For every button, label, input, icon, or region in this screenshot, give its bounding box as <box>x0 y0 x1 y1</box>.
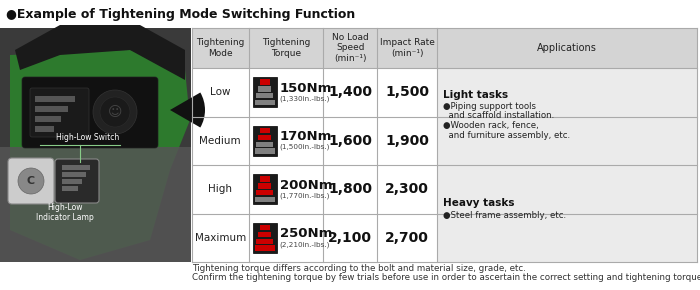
Bar <box>258 183 271 188</box>
Text: 1,400: 1,400 <box>328 85 372 99</box>
Bar <box>323 68 377 117</box>
Bar <box>248 117 323 165</box>
Bar <box>192 68 248 117</box>
FancyBboxPatch shape <box>22 77 158 148</box>
Bar <box>35 96 75 102</box>
Bar <box>377 68 437 117</box>
Text: Heavy tasks: Heavy tasks <box>443 198 514 209</box>
Text: Maximum: Maximum <box>195 233 246 243</box>
Text: Tightening
Torque: Tightening Torque <box>262 38 310 58</box>
Bar <box>256 238 273 244</box>
Text: High-Low
Indicator Lamp: High-Low Indicator Lamp <box>36 203 94 222</box>
Bar <box>260 225 270 230</box>
Bar <box>0 147 191 262</box>
Bar <box>323 213 377 262</box>
Text: 1,900: 1,900 <box>385 134 429 148</box>
Text: Impact Rate
(min⁻¹): Impact Rate (min⁻¹) <box>379 38 435 58</box>
FancyBboxPatch shape <box>30 88 89 137</box>
Text: ●Piping support tools: ●Piping support tools <box>443 102 536 111</box>
Wedge shape <box>100 97 130 127</box>
Bar <box>192 28 697 68</box>
Text: 2,300: 2,300 <box>385 182 429 196</box>
Bar <box>377 117 437 165</box>
Polygon shape <box>15 25 185 80</box>
Bar <box>260 176 270 182</box>
Bar <box>253 223 276 253</box>
Text: Tightening torque differs according to the bolt and material size, grade, etc.: Tightening torque differs according to t… <box>192 264 526 273</box>
Bar <box>260 128 270 133</box>
Bar <box>248 68 323 117</box>
Text: Applications: Applications <box>537 43 597 53</box>
Bar <box>377 165 437 213</box>
Text: 170Nm: 170Nm <box>279 130 332 143</box>
Text: (1,330in.-lbs.): (1,330in.-lbs.) <box>279 95 330 102</box>
Text: ☺: ☺ <box>108 105 122 119</box>
Bar <box>248 165 323 213</box>
Bar <box>35 126 54 132</box>
Bar <box>258 86 271 92</box>
Text: High: High <box>209 184 232 194</box>
Text: 200Nm: 200Nm <box>279 179 332 192</box>
Text: Tightening
Mode: Tightening Mode <box>196 38 244 58</box>
Text: ●Wooden rack, fence,: ●Wooden rack, fence, <box>443 121 539 130</box>
Bar <box>437 68 697 262</box>
Text: and scaffold installation.: and scaffold installation. <box>443 111 554 121</box>
Text: Low: Low <box>210 87 230 97</box>
Text: ●Steel frame assembly, etc.: ●Steel frame assembly, etc. <box>443 211 566 220</box>
Bar <box>255 100 274 105</box>
Bar <box>192 165 248 213</box>
Text: Medium: Medium <box>199 136 241 146</box>
Text: 1,800: 1,800 <box>328 182 372 196</box>
Polygon shape <box>10 50 190 260</box>
FancyBboxPatch shape <box>55 159 99 203</box>
Wedge shape <box>93 90 137 134</box>
Bar <box>35 106 68 112</box>
Text: 150Nm: 150Nm <box>279 82 332 95</box>
Text: 250Nm: 250Nm <box>279 227 332 240</box>
Bar <box>253 77 276 107</box>
Text: 2,100: 2,100 <box>328 231 372 245</box>
Text: Light tasks: Light tasks <box>443 90 508 99</box>
Text: 1,500: 1,500 <box>385 85 429 99</box>
Bar <box>377 213 437 262</box>
Bar <box>253 174 276 204</box>
Bar <box>62 186 78 191</box>
Bar <box>35 116 61 122</box>
Bar <box>323 165 377 213</box>
Bar <box>255 197 274 202</box>
Bar <box>0 28 191 262</box>
Text: Confirm the tightening torque by few trials before use in order to ascertain the: Confirm the tightening torque by few tri… <box>192 273 700 282</box>
Bar <box>62 179 82 184</box>
Bar <box>258 135 271 140</box>
Bar <box>248 213 323 262</box>
Bar <box>258 232 271 237</box>
Bar <box>260 79 270 85</box>
Bar <box>255 245 274 251</box>
Text: (1,770in.-lbs.): (1,770in.-lbs.) <box>279 193 330 199</box>
Text: No Load
Speed
(min⁻¹): No Load Speed (min⁻¹) <box>332 33 369 63</box>
Bar <box>323 117 377 165</box>
Text: and furniture assembly, etc.: and furniture assembly, etc. <box>443 130 570 139</box>
Text: (2,210in.-lbs.): (2,210in.-lbs.) <box>279 241 330 247</box>
Text: 2,700: 2,700 <box>385 231 429 245</box>
Text: 1,600: 1,600 <box>328 134 372 148</box>
Bar <box>192 213 248 262</box>
Wedge shape <box>170 93 205 128</box>
Text: (1,500in.-lbs.): (1,500in.-lbs.) <box>279 144 330 151</box>
FancyBboxPatch shape <box>8 158 54 204</box>
Text: ●Example of Tightening Mode Switching Function: ●Example of Tightening Mode Switching Fu… <box>6 8 355 21</box>
Bar <box>192 117 248 165</box>
Text: High-Low Switch: High-Low Switch <box>57 133 120 142</box>
Bar <box>256 93 273 98</box>
Bar <box>62 172 86 177</box>
Wedge shape <box>18 168 44 194</box>
Bar <box>256 142 273 147</box>
Bar <box>255 148 274 154</box>
Text: C: C <box>27 176 35 186</box>
Bar <box>62 165 90 170</box>
Bar <box>256 190 273 195</box>
Bar <box>253 126 276 156</box>
